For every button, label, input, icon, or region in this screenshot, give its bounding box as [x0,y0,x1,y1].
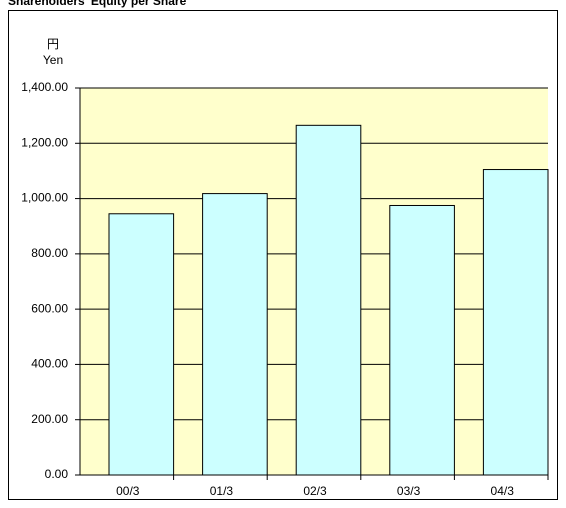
y-tick-label: 0.00 [45,467,69,481]
chart-frame [8,10,558,500]
bar [295,124,362,476]
y-unit-label: 円 [47,37,59,51]
y-tick-label: 1,400.00 [21,80,68,94]
y-tick-label: 600.00 [31,301,68,315]
bar [389,204,455,476]
bar [482,169,549,476]
x-tick-label: 02/3 [303,484,327,498]
bar [202,193,268,476]
bar [108,213,175,476]
x-tick-label: 04/3 [491,484,515,498]
y-tick-label: 800.00 [31,246,68,260]
x-tick-label: 03/3 [397,484,421,498]
x-tick-label: 00/3 [116,484,140,498]
x-tick-label: 01/3 [210,484,234,498]
y-tick-label: 1,200.00 [21,135,68,149]
chart-title: Shareholders' Equity per Share [8,0,187,8]
y-tick-label: 200.00 [31,412,68,426]
y-tick-label: 1,000.00 [21,191,68,205]
y-tick-label: 400.00 [31,357,68,371]
y-axis-label: Yen [43,53,63,67]
